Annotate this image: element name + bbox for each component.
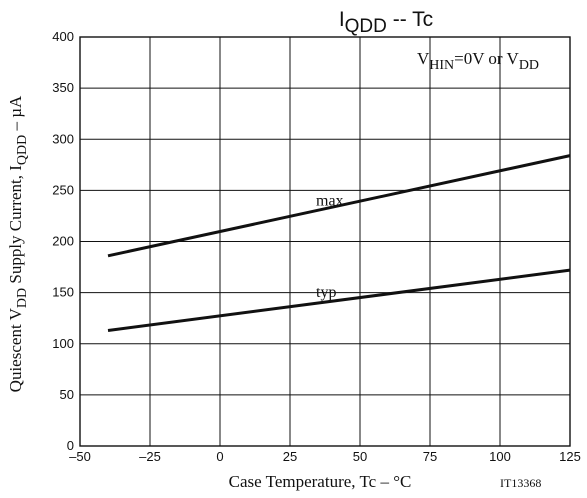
y-tick-label: 300 — [52, 131, 74, 146]
y-tick-labels: 0 50 100 150 200 250 300 350 400 — [52, 29, 74, 453]
ylabel-p3: – µA — [6, 95, 25, 135]
title-main: I — [339, 8, 345, 31]
y-tick-label: 250 — [52, 182, 74, 197]
x-tick-label: 125 — [559, 449, 581, 464]
x-tick-label: 25 — [283, 449, 297, 464]
y-tick-label: 0 — [67, 438, 74, 453]
condition-sub-dd: DD — [519, 58, 539, 73]
series-lines: max typ — [107, 154, 571, 332]
y-tick-label: 100 — [52, 336, 74, 351]
x-tick-label: –50 — [69, 449, 91, 464]
condition-eq: =0V or V — [454, 49, 519, 68]
ylabel-s2: QDD — [15, 135, 30, 165]
series-line-typ — [107, 268, 571, 332]
figure-id: IT13368 — [500, 476, 541, 490]
x-tick-label: 100 — [489, 449, 511, 464]
y-tick-label: 350 — [52, 80, 74, 95]
x-tick-label: 75 — [423, 449, 437, 464]
y-axis-label: Quiescent VDD Supply Current, IQDD – µA — [6, 95, 30, 392]
ylabel-s1: DD — [15, 288, 30, 308]
condition-v: V — [417, 49, 430, 68]
title-subscript: QDD — [345, 16, 387, 37]
condition-sub-hin: HIN — [429, 58, 454, 73]
x-tick-label: 0 — [216, 449, 223, 464]
x-tick-labels: –50 –25 0 25 50 75 100 125 — [69, 449, 581, 464]
plot-frame — [79, 36, 571, 447]
chart-title: IQDD -- Tc — [339, 8, 433, 37]
x-tick-label: –25 — [139, 449, 161, 464]
series-label-typ: typ — [316, 284, 336, 301]
y-tick-label: 400 — [52, 29, 74, 44]
series-label-max: max — [316, 192, 344, 209]
title-rest: -- Tc — [387, 8, 433, 31]
ylabel-p1: Quiescent V — [6, 307, 25, 392]
grid — [79, 36, 571, 447]
y-tick-label: 50 — [60, 387, 74, 402]
condition-label: VHIN=0V or VDD — [417, 49, 539, 73]
y-tick-label: 200 — [52, 234, 74, 249]
x-axis-label: Case Temperature, Tc – °C — [229, 472, 412, 491]
ylabel-p2: Supply Current, I — [6, 165, 25, 288]
series-line-max — [107, 154, 571, 258]
y-tick-label: 150 — [52, 285, 74, 300]
x-tick-label: 50 — [353, 449, 367, 464]
